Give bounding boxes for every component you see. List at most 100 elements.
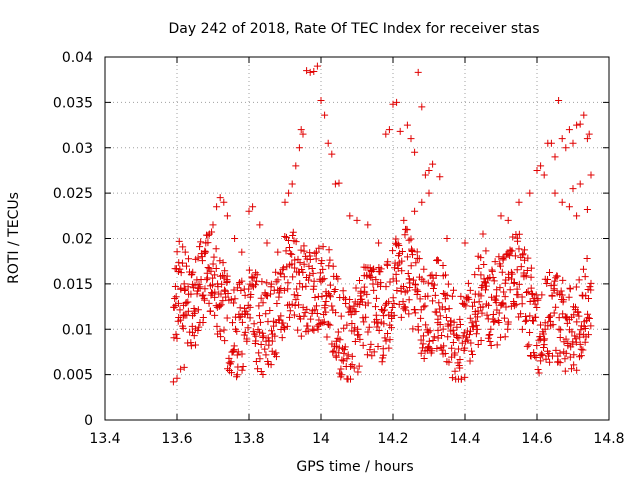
data-point [486,337,494,345]
data-point [459,332,467,340]
data-point [378,358,386,366]
data-point [316,269,324,277]
data-point [469,323,477,331]
data-point [439,289,447,297]
data-point [318,257,326,265]
data-point [308,265,316,273]
x-tick-label: 14.4 [449,431,480,447]
data-point [562,335,570,343]
data-point [539,330,547,338]
data-point [359,341,367,349]
data-point [451,351,459,359]
data-point [547,139,555,147]
data-point [518,293,526,301]
data-point [387,324,395,332]
data-point [368,352,376,360]
data-point [562,144,570,152]
data-point [331,180,339,188]
data-point [491,295,499,303]
data-point [456,321,464,329]
data-point [464,336,472,344]
data-point [474,307,482,315]
data-point [245,266,253,274]
data-point [229,347,237,355]
data-point [246,303,254,311]
data-point [585,130,593,138]
data-point [206,307,214,315]
data-point [546,358,554,366]
data-point [487,342,495,350]
data-point [342,299,350,307]
data-point [526,329,534,337]
data-point [411,207,419,215]
data-point [402,306,410,314]
data-point [587,279,595,287]
data-point [583,135,591,143]
data-point [565,126,573,134]
data-point [190,309,198,317]
data-point [201,249,209,257]
data-point [533,342,541,350]
data-point [194,326,202,334]
data-point [490,277,498,285]
data-point [334,328,342,336]
data-point [184,255,192,263]
data-point [305,276,313,284]
data-point [587,322,595,330]
data-point [436,312,444,320]
data-point [223,212,231,220]
data-point [179,243,187,251]
data-point [424,292,432,300]
data-point [419,332,427,340]
data-point [255,349,263,357]
data-point [507,268,515,276]
data-point [294,326,302,334]
data-point [338,356,346,364]
data-point [581,324,589,332]
data-point [461,344,469,352]
data-point [208,281,216,289]
data-point [180,280,188,288]
data-point [364,221,372,229]
data-point [280,324,288,332]
data-point [354,325,362,333]
data-point [284,279,292,287]
data-point [298,283,306,291]
data-point [299,268,307,276]
data-point [263,279,271,287]
data-point [262,310,270,318]
data-point [252,281,260,289]
data-point [278,334,286,342]
data-point [495,309,503,317]
x-tick-label: 13.6 [161,431,192,447]
data-point [347,311,355,319]
data-point [216,327,224,335]
data-point [172,330,180,338]
data-point [267,290,275,298]
data-point [315,316,323,324]
data-point [175,237,183,245]
data-point [438,331,446,339]
data-point [472,321,480,329]
data-point [504,318,512,326]
data-point [279,319,287,327]
data-point [586,283,594,291]
data-point [418,103,426,111]
data-point [417,349,425,357]
data-point [521,317,529,325]
data-point [432,271,440,279]
data-point [295,301,303,309]
data-point [510,302,518,310]
data-point [220,198,228,206]
data-point [382,337,390,345]
data-point [325,246,333,254]
data-point [445,305,453,313]
data-point [496,262,504,270]
data-point [579,346,587,354]
data-point [541,335,549,343]
data-point [276,269,284,277]
data-point [329,262,337,270]
data-point [213,203,221,211]
data-point [558,135,566,143]
